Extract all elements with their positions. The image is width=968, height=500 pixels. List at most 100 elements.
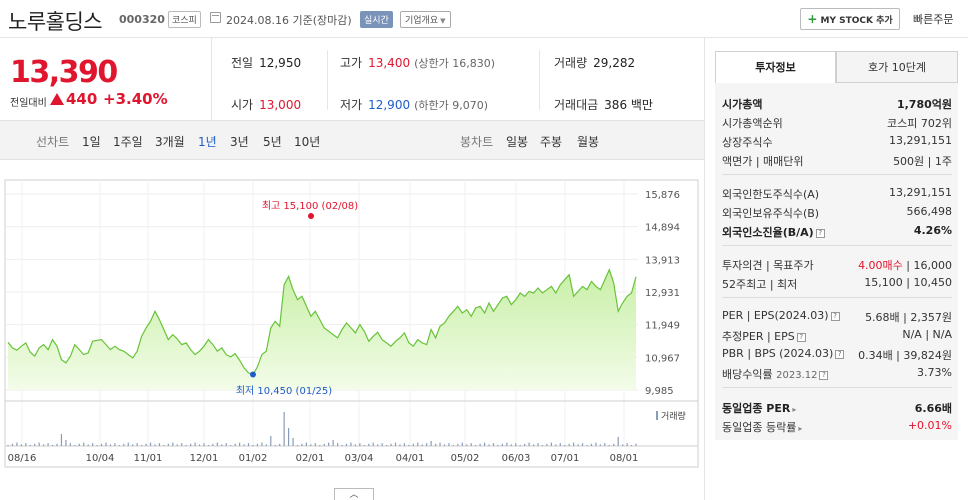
volume-bar — [96, 445, 98, 446]
opinion-value: 4.00매수 — [858, 259, 903, 272]
volume-bar — [595, 442, 597, 446]
price-change-pct: +3.40% — [103, 90, 168, 108]
row-label: 배당수익률 — [722, 368, 773, 381]
volume-bar — [11, 443, 14, 446]
face-value-row: 액면가 | 매매단위 500원 | 1주 — [722, 153, 952, 169]
x-tick-label: 07/01 — [551, 453, 580, 464]
tab-3y[interactable]: 3년 — [230, 135, 249, 149]
price-chart: 15,876 14,894 13,913 12,931 11,949 10,967 9,98… — [0, 160, 704, 500]
volume-bar — [501, 443, 503, 446]
x-tick-label: 10/04 — [86, 453, 115, 464]
stat-label: 거래량 — [554, 56, 588, 70]
stat-label: 고가 — [340, 56, 363, 70]
help-icon[interactable]: ? — [815, 229, 825, 238]
volume-label: 거래량 — [661, 410, 686, 422]
help-icon[interactable]: ? — [796, 333, 806, 342]
tab-order-book[interactable]: 호가 10단계 — [836, 51, 958, 83]
volume-bar — [185, 445, 187, 446]
x-tick-label: 04/01 — [396, 453, 425, 464]
tab-5y[interactable]: 5년 — [263, 135, 282, 149]
x-tick-label: 03/04 — [345, 453, 374, 464]
tab-monthly[interactable]: 월봉 — [577, 135, 600, 149]
volume-bar — [7, 445, 9, 446]
help-icon[interactable]: ? — [835, 350, 845, 359]
chevron-right-icon[interactable]: ▸ — [798, 424, 803, 433]
volume-bar — [109, 444, 112, 446]
side-tabs: 투자정보 호가 10단계 — [715, 51, 958, 83]
volume-bar — [20, 444, 22, 446]
tab-3m[interactable]: 3개월 — [155, 135, 185, 149]
volume-bar — [43, 444, 45, 446]
row-label: 시가총액 — [722, 98, 763, 111]
tab-10y[interactable]: 10년 — [294, 135, 321, 149]
row-value: 3.73% — [917, 366, 952, 379]
quick-order-link[interactable]: 빠른주문 — [913, 13, 954, 26]
tab-invest-info[interactable]: 투자정보 — [715, 51, 836, 83]
stat-low: 저가 12,900 (하한가 9,070) — [340, 96, 488, 113]
tab-1y[interactable]: 1년 — [198, 135, 217, 149]
row-value: 13,291,151 — [889, 186, 952, 199]
volume-bar — [310, 444, 312, 446]
foreign-ratio-row: 외국인소진율(B/A)? 4.26% — [722, 224, 952, 240]
divider — [539, 50, 540, 110]
investment-info-panel: 투자정보 호가 10단계 시가총액 1,780억원 시가총액순위 코스피 702위 … — [704, 38, 968, 500]
volume-bar — [461, 442, 463, 446]
stock-name: 노루홀딩스 — [8, 10, 103, 34]
divider — [327, 50, 328, 110]
row-label: 추정PER | EPS — [722, 330, 795, 343]
chevron-right-icon[interactable]: ▸ — [792, 405, 797, 414]
volume-bar — [359, 443, 361, 446]
price-summary: 13,390 전일대비 440 +3.40% — [0, 38, 212, 120]
volume-bar — [368, 443, 370, 446]
volume-bar — [506, 442, 508, 446]
volume-bar — [524, 443, 526, 446]
tab-1w[interactable]: 1주일 — [113, 135, 143, 149]
high-marker — [308, 213, 314, 219]
stat-label: 시가 — [231, 98, 254, 112]
volume-bar — [617, 437, 619, 446]
volume-bar — [305, 442, 308, 446]
volume-bar — [448, 443, 450, 446]
row-value: 4.26% — [913, 224, 952, 237]
volume-bar — [256, 443, 259, 446]
realtime-button[interactable]: 실시간 — [360, 11, 393, 28]
volume-bar — [608, 445, 610, 446]
volume-bar — [181, 443, 183, 446]
market-cap-row: 시가총액 1,780억원 — [722, 96, 952, 112]
volume-bar — [163, 445, 165, 446]
pbr-row: PBR | BPS (2024.03)? 0.34배 | 39,824원 — [722, 347, 952, 362]
help-icon[interactable]: ? — [830, 312, 840, 321]
volume-bar — [38, 442, 40, 446]
volume-bar — [29, 445, 31, 446]
volume-bar — [127, 442, 129, 446]
volume-bar — [519, 445, 521, 446]
range-52w-row: 52주최고 | 최저 15,100 | 10,450 — [722, 276, 952, 292]
foreign-limit-row: 외국인한도주식수(A) 13,291,151 — [722, 186, 952, 202]
row-label: 상장주식수 — [722, 136, 773, 149]
my-stock-add-button[interactable]: + MY STOCK 추가 — [800, 8, 900, 30]
market-badge: 코스피 — [168, 11, 201, 28]
volume-bar — [354, 444, 357, 446]
collapse-chart-button[interactable]: ︿ — [334, 488, 374, 500]
company-overview-dropdown[interactable]: 기업개요 ▼ — [400, 11, 451, 28]
price-change: 440 — [66, 90, 98, 108]
tab-weekly[interactable]: 주봉 — [540, 135, 563, 149]
row-value: 5.68배 | 2,357원 — [865, 311, 952, 324]
volume-bar — [123, 443, 125, 446]
tab-daily[interactable]: 일봉 — [506, 135, 529, 149]
stat-label: 전일 — [231, 56, 254, 70]
stat-value: 29,282 — [593, 56, 636, 70]
tab-1d[interactable]: 1일 — [82, 135, 101, 149]
volume-bar — [92, 443, 94, 446]
help-icon[interactable]: ? — [819, 371, 829, 380]
volume-bar — [630, 445, 633, 446]
opinion-row: 투자의견 | 목표주가 4.00매수 | 16,000 — [722, 257, 952, 273]
plus-icon: + — [807, 12, 818, 26]
volume-bar — [394, 442, 397, 446]
volume-bar — [287, 428, 290, 446]
volume-bar — [78, 443, 80, 446]
row-value: N/A | N/A — [902, 328, 952, 341]
volume-bar — [568, 443, 570, 446]
volume-bar — [332, 440, 334, 446]
volume-bar — [635, 443, 637, 446]
